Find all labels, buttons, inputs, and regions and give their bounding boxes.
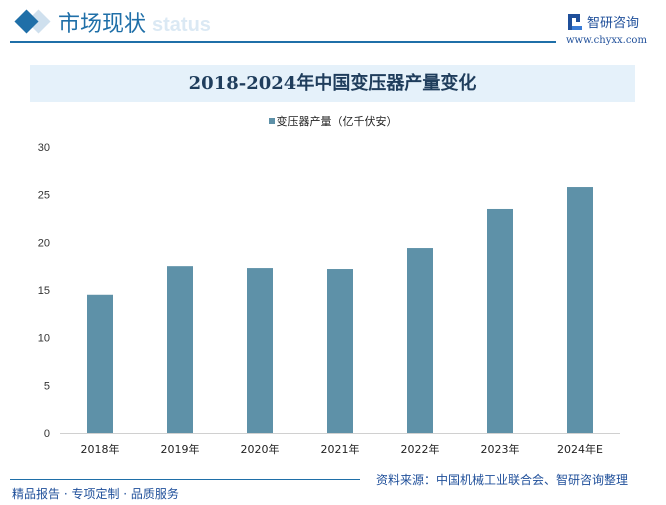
y-tick-label: 5 (44, 380, 50, 392)
x-tick-label: 2023年 (481, 442, 520, 456)
x-tick-label: 2018年 (81, 442, 120, 456)
bar-2024年E (567, 187, 593, 433)
x-tick-label: 2021年 (321, 442, 360, 456)
bar-2022年 (407, 248, 433, 433)
logo: 智研咨询 (568, 12, 639, 31)
legend-swatch (268, 118, 275, 124)
footer-divider (10, 479, 360, 480)
bar-2021年 (327, 269, 353, 433)
y-tick-label: 25 (38, 190, 50, 202)
x-tick-label: 2022年 (401, 442, 440, 456)
y-tick-label: 30 (38, 142, 50, 154)
logo-icon (568, 13, 582, 30)
bar-2023年 (487, 208, 513, 433)
chart-title: 2018-2024年中国变压器产量变化 (30, 65, 635, 102)
source-note: 资料来源：中国机械工业联合会、智研咨询整理 (376, 473, 629, 487)
x-tick-label: 2024年E (557, 442, 603, 456)
bar-2019年 (167, 266, 193, 433)
y-tick-label: 0 (44, 428, 50, 440)
logo-text: 智研咨询 (587, 16, 640, 31)
bar-2018年 (87, 294, 113, 433)
footer-slogan: 精品报告 · 专项定制 · 品质服务 (12, 487, 179, 501)
x-tick-label: 2020年 (241, 442, 280, 456)
legend: 变压器产量（亿千伏安） (0, 113, 666, 129)
y-tick-label: 20 (38, 237, 50, 249)
bar-2020年 (247, 268, 273, 433)
section-bg-text: status (152, 14, 211, 36)
site-url: www.chyxx.com (566, 35, 647, 46)
header-divider (10, 41, 556, 43)
y-tick-label: 10 (38, 333, 50, 345)
section-title: 市场现状 (58, 12, 147, 37)
x-tick-label: 2019年 (161, 442, 200, 456)
y-tick-label: 15 (38, 285, 50, 297)
legend-label: 变压器产量（亿千伏安） (276, 115, 398, 128)
